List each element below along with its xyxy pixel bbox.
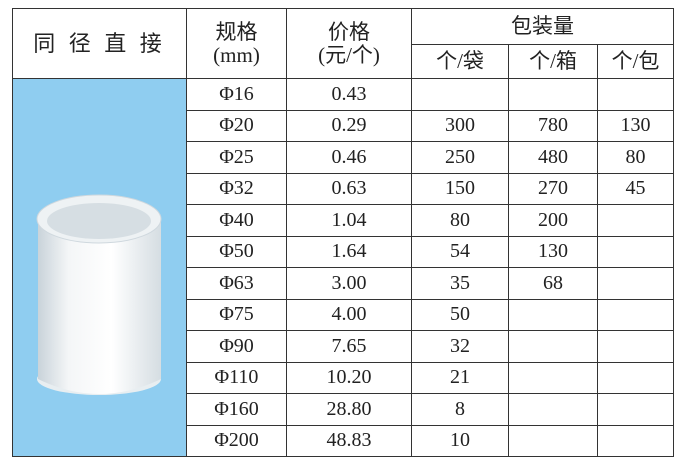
spec-header: 规格 (mm) xyxy=(186,8,287,79)
spec-cell: Φ160 xyxy=(186,393,287,426)
price-cell: 10.20 xyxy=(286,361,412,394)
per-pack-cell xyxy=(597,424,674,457)
per-box-cell xyxy=(508,424,598,457)
per-box-cell xyxy=(508,393,598,426)
price-cell: 0.63 xyxy=(286,172,412,205)
spec-cell: Φ20 xyxy=(186,109,287,142)
spec-cell: Φ40 xyxy=(186,204,287,237)
per-box-cell: 130 xyxy=(508,235,598,268)
price-cell: 48.83 xyxy=(286,424,412,457)
spec-cell: Φ32 xyxy=(186,172,287,205)
per-box-cell: 780 xyxy=(508,109,598,142)
per-bag-cell: 80 xyxy=(411,204,509,237)
table-row: Φ63 3.00 35 68 xyxy=(13,267,674,300)
per-pack-cell: 130 xyxy=(597,109,674,142)
spec-cell: Φ75 xyxy=(186,298,287,331)
per-pack-cell: 45 xyxy=(597,172,674,205)
price-label: 价格 xyxy=(328,20,370,45)
per-box-cell: 200 xyxy=(508,204,598,237)
per-bag-cell: 10 xyxy=(411,424,509,457)
price-cell: 4.00 xyxy=(286,298,412,331)
packing-unit: 个/袋 xyxy=(411,44,509,79)
per-bag-cell: 54 xyxy=(411,235,509,268)
packing-unit: 个/箱 xyxy=(508,44,598,79)
price-cell: 1.64 xyxy=(286,235,412,268)
per-pack-cell xyxy=(597,235,674,268)
per-bag-cell: 8 xyxy=(411,393,509,426)
per-box-cell: 270 xyxy=(508,172,598,205)
per-bag-cell: 50 xyxy=(411,298,509,331)
per-pack-cell xyxy=(597,298,674,331)
price-cell: 7.65 xyxy=(286,330,412,363)
per-box-cell xyxy=(508,78,598,111)
spec-cell: Φ110 xyxy=(186,361,287,394)
packing-unit: 个/包 xyxy=(597,44,674,79)
price-cell: 28.80 xyxy=(286,393,412,426)
price-cell: 0.43 xyxy=(286,78,412,111)
table-row: Φ50 1.64 54 130 xyxy=(13,235,674,268)
table-wrap: 同 径 直 接 规格 (mm) 价格 (元/个) 包装量 个/袋 个/箱 个/包 Φ16… xyxy=(12,8,674,457)
per-box-cell xyxy=(508,361,598,394)
spec-unit: (mm) xyxy=(213,42,260,67)
spec-cell: Φ50 xyxy=(186,235,287,268)
spec-label: 规格 xyxy=(215,20,258,45)
spec-cell: Φ25 xyxy=(186,141,287,174)
spec-cell: Φ90 xyxy=(186,330,287,363)
per-pack-cell xyxy=(597,330,674,363)
per-pack-cell xyxy=(597,267,674,300)
spec-cell: Φ63 xyxy=(186,267,287,300)
per-bag-cell: 150 xyxy=(411,172,509,205)
product-image xyxy=(36,194,162,395)
per-bag-cell: 300 xyxy=(411,109,509,142)
packing-header: 包装量 xyxy=(411,8,674,45)
per-box-cell xyxy=(508,298,598,331)
spec-cell: Φ200 xyxy=(186,424,287,457)
product-image-cell xyxy=(12,78,187,457)
table-row: Φ160 28.80 8 xyxy=(13,393,674,426)
table-row: Φ16 0.43 xyxy=(12,78,674,457)
title: 同 径 直 接 xyxy=(33,30,166,56)
spec-cell: Φ16 xyxy=(186,78,287,111)
price-header: 价格 (元/个) xyxy=(286,8,412,79)
price-cell: 0.29 xyxy=(286,109,412,142)
per-bag-cell: 250 xyxy=(411,141,509,174)
per-bag-cell: 35 xyxy=(411,267,509,300)
per-pack-cell xyxy=(597,361,674,394)
title-cell: 同 径 直 接 xyxy=(12,8,187,79)
per-pack-cell: 80 xyxy=(597,141,674,174)
per-pack-cell xyxy=(597,204,674,237)
table-row: Φ20 0.29 300 780 130 xyxy=(13,109,674,142)
per-bag-cell: 21 xyxy=(411,361,509,394)
per-bag-cell: 32 xyxy=(411,330,509,363)
price-cell: 1.04 xyxy=(286,204,412,237)
price-cell: 0.46 xyxy=(286,141,412,174)
table-row: Φ25 0.46 250 480 80 xyxy=(13,141,674,174)
price-cell: 3.00 xyxy=(286,267,412,300)
per-bag-cell xyxy=(411,78,509,111)
price-unit: (元/个) xyxy=(318,42,380,67)
per-pack-cell xyxy=(597,393,674,426)
per-box-cell xyxy=(508,330,598,363)
spec-table: 同 径 直 接 规格 (mm) 价格 (元/个) 包装量 个/袋 个/箱 个/包 Φ16… xyxy=(12,8,674,457)
per-box-cell: 480 xyxy=(508,141,598,174)
per-pack-cell xyxy=(597,78,674,111)
per-box-cell: 68 xyxy=(508,267,598,300)
